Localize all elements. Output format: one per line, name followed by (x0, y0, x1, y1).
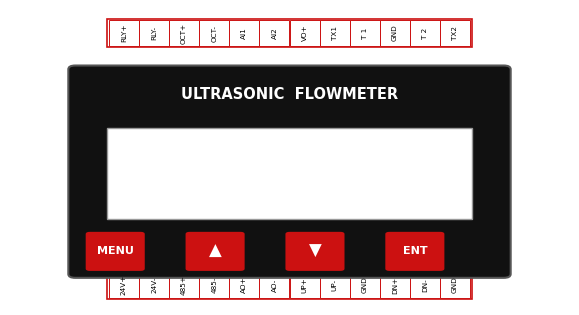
FancyBboxPatch shape (290, 20, 320, 46)
Text: AO+: AO+ (241, 277, 247, 293)
Text: 24V-: 24V- (151, 277, 157, 293)
FancyBboxPatch shape (380, 20, 410, 46)
FancyBboxPatch shape (169, 272, 199, 298)
Text: AO-: AO- (272, 278, 277, 292)
Text: RLY+: RLY+ (121, 24, 127, 42)
Text: ▼: ▼ (309, 242, 321, 261)
FancyBboxPatch shape (199, 272, 229, 298)
Text: ENT: ENT (402, 246, 427, 256)
FancyBboxPatch shape (320, 272, 350, 298)
Text: RLY-: RLY- (151, 26, 157, 40)
Text: ULTRASONIC  FLOWMETER: ULTRASONIC FLOWMETER (181, 87, 398, 102)
Text: 485+: 485+ (181, 275, 187, 295)
FancyBboxPatch shape (229, 20, 259, 46)
FancyBboxPatch shape (410, 272, 440, 298)
FancyBboxPatch shape (410, 20, 440, 46)
FancyBboxPatch shape (86, 232, 145, 271)
FancyBboxPatch shape (169, 20, 199, 46)
FancyBboxPatch shape (139, 20, 169, 46)
FancyBboxPatch shape (380, 272, 410, 298)
Text: ▲: ▲ (208, 242, 222, 261)
Text: OCT-: OCT- (211, 25, 217, 42)
FancyBboxPatch shape (285, 232, 345, 271)
FancyBboxPatch shape (259, 272, 290, 298)
Text: DN+: DN+ (392, 277, 398, 294)
Text: MENU: MENU (97, 246, 134, 256)
Text: AI2: AI2 (272, 27, 277, 39)
FancyBboxPatch shape (139, 272, 169, 298)
FancyBboxPatch shape (290, 272, 320, 298)
Text: OCT+: OCT+ (181, 22, 187, 44)
FancyBboxPatch shape (107, 128, 472, 219)
FancyBboxPatch shape (68, 66, 511, 278)
Text: 485-: 485- (211, 277, 217, 293)
FancyBboxPatch shape (440, 272, 470, 298)
Text: TX1: TX1 (332, 26, 338, 40)
Text: GND: GND (362, 277, 368, 294)
Text: UP-: UP- (332, 279, 338, 291)
Text: 24V+: 24V+ (121, 275, 127, 295)
Text: T 2: T 2 (422, 27, 428, 39)
Text: T 1: T 1 (362, 27, 368, 39)
Text: TX2: TX2 (452, 26, 458, 40)
FancyBboxPatch shape (229, 272, 259, 298)
FancyBboxPatch shape (350, 272, 380, 298)
FancyBboxPatch shape (320, 20, 350, 46)
Text: GND: GND (452, 277, 458, 294)
FancyBboxPatch shape (199, 20, 229, 46)
FancyBboxPatch shape (109, 20, 139, 46)
Text: VO+: VO+ (302, 25, 307, 41)
Text: DN-: DN- (422, 278, 428, 292)
FancyBboxPatch shape (350, 20, 380, 46)
Text: UP+: UP+ (302, 277, 307, 293)
Text: AI1: AI1 (241, 27, 247, 39)
FancyBboxPatch shape (385, 232, 444, 271)
FancyBboxPatch shape (440, 20, 470, 46)
FancyBboxPatch shape (185, 232, 244, 271)
FancyBboxPatch shape (259, 20, 290, 46)
FancyBboxPatch shape (109, 272, 139, 298)
Text: GND: GND (392, 25, 398, 42)
